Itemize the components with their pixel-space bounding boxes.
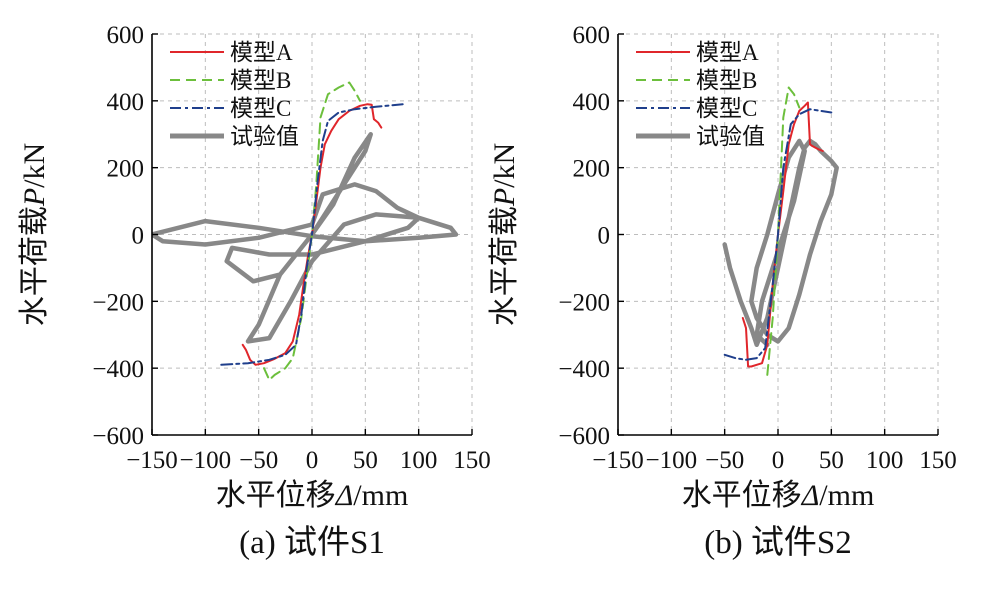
y-tick-label: −400 xyxy=(558,356,610,383)
legend-label: 模型B xyxy=(230,68,291,93)
y-tick-label: −200 xyxy=(558,289,610,316)
series-line-1 xyxy=(741,101,824,368)
legend-label: 试验值 xyxy=(230,124,299,149)
y-tick-label: −400 xyxy=(92,356,144,383)
x-tick-label: −100 xyxy=(180,447,232,474)
legend-label: 模型A xyxy=(230,40,293,65)
x-tick-label: 0 xyxy=(306,447,319,474)
x-tick-label: 150 xyxy=(919,447,957,474)
y-tick-label: −600 xyxy=(92,423,144,450)
x-tick-label: −150 xyxy=(126,447,178,474)
series-line-3 xyxy=(723,108,833,361)
y-tick-label: 600 xyxy=(573,22,611,49)
y-tick-label: 400 xyxy=(107,89,145,116)
legend-label: 模型C xyxy=(696,96,757,121)
chart-panel-b: −150 −100 −50 0 50 100 150 −600 −400 −200 0 200 400 6… xyxy=(488,22,957,561)
series-line-3 xyxy=(220,103,404,366)
y-tick-label: 200 xyxy=(107,156,145,183)
legend-label: 试验值 xyxy=(696,124,765,149)
legend-label: 模型B xyxy=(696,68,757,93)
x-tick-label: −50 xyxy=(705,447,744,474)
y-axis-label: 水平荷载P/kN xyxy=(488,143,521,326)
legend: 模型A 模型B 模型C 试验值 xyxy=(170,40,299,149)
y-tick-label: 200 xyxy=(573,156,611,183)
x-tick-label: −150 xyxy=(592,447,644,474)
y-tick-label: 600 xyxy=(107,22,145,49)
y-tick-label: −200 xyxy=(92,289,144,316)
x-tick-label: 50 xyxy=(819,447,844,474)
legend-label: 模型A xyxy=(696,40,759,65)
series-line-4 xyxy=(152,132,459,344)
x-axis-label: 水平位移Δ/mm xyxy=(216,479,409,512)
legend: 模型A 模型B 模型C 试验值 xyxy=(636,40,765,149)
y-tick-label: −600 xyxy=(558,423,610,450)
chart-panel-a: −150 −100 −50 0 50 100 150 −600 −400 −200 0 200 400 6… xyxy=(18,22,491,561)
x-tick-label: −100 xyxy=(646,447,698,474)
x-tick-label: 0 xyxy=(772,447,785,474)
series-line-2 xyxy=(766,86,801,376)
panel-caption: (b) 试件S2 xyxy=(704,525,852,561)
y-axis-label: 水平荷载P/kN xyxy=(18,143,51,326)
x-tick-label: 50 xyxy=(353,447,378,474)
legend-label: 模型C xyxy=(230,96,291,121)
x-tick-label: 150 xyxy=(453,447,491,474)
x-tick-label: 100 xyxy=(400,447,438,474)
y-tick-label: 400 xyxy=(573,89,611,116)
y-tick-label: 0 xyxy=(598,223,611,250)
series-line-4 xyxy=(722,138,839,348)
x-axis-label: 水平位移Δ/mm xyxy=(682,479,875,512)
panel-caption: (a) 试件S1 xyxy=(239,525,385,561)
y-tick-label: 0 xyxy=(132,223,145,250)
x-tick-label: −50 xyxy=(239,447,278,474)
x-tick-label: 100 xyxy=(866,447,904,474)
